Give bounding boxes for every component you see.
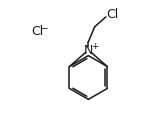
Text: N: N (84, 44, 93, 57)
Text: +: + (92, 42, 99, 51)
Text: −: − (40, 23, 47, 32)
Text: Cl: Cl (107, 8, 119, 22)
Text: Cl: Cl (31, 25, 44, 38)
